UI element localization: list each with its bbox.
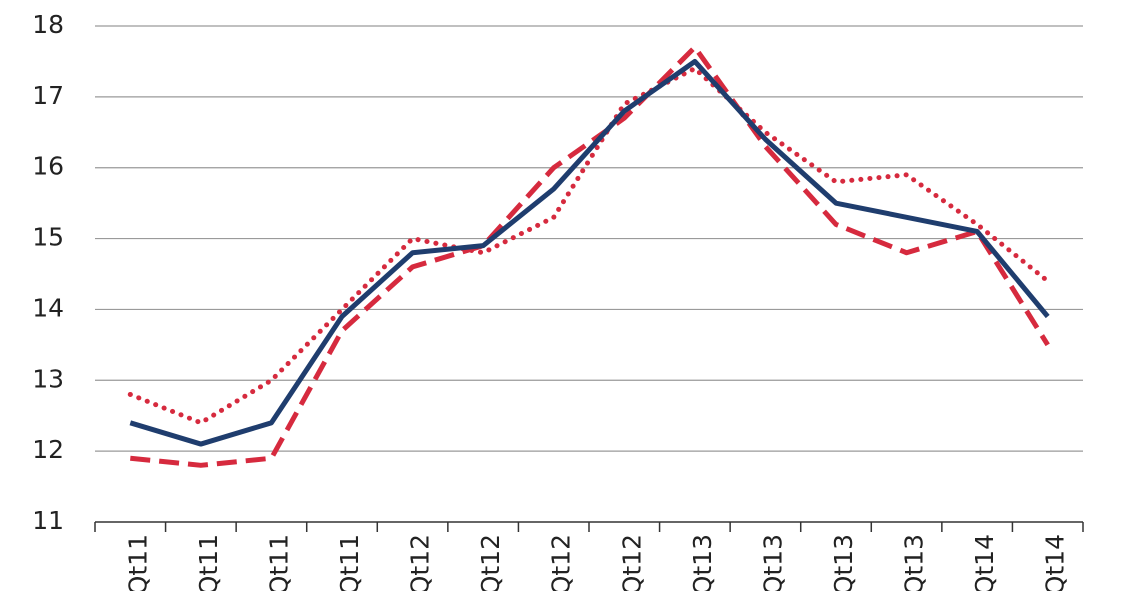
x-tick-label: 3Qt11 <box>264 534 293 591</box>
y-tick-label: 11 <box>32 506 64 535</box>
x-tick-label: 2Qt12 <box>476 534 505 591</box>
x-tick-label: 1Qt13 <box>688 534 717 591</box>
x-tick-label: 1Qt11 <box>123 534 152 591</box>
y-tick-label: 18 <box>32 10 64 39</box>
x-tick-label: 3Qt12 <box>547 534 576 591</box>
x-tick-label: 4Qt12 <box>617 534 646 591</box>
y-tick-label: 12 <box>32 435 64 464</box>
x-tick-label: 3Qt13 <box>829 534 858 591</box>
x-tick-label: 1Qt14 <box>970 534 999 591</box>
x-tick-label: 1Qt12 <box>406 534 435 591</box>
x-tick-label: 2Qt11 <box>194 534 223 591</box>
x-tick-label: 2Qt13 <box>758 534 787 591</box>
y-tick-label: 13 <box>32 364 64 393</box>
series-line <box>127 66 1051 426</box>
series-line <box>130 44 1050 468</box>
series-line <box>129 58 1050 447</box>
x-tick-label: 4Qt13 <box>900 534 929 591</box>
y-tick-label: 16 <box>32 152 64 181</box>
y-tick-label: 14 <box>32 293 64 322</box>
y-tick-label: 15 <box>32 223 64 252</box>
y-tick-label: 17 <box>32 81 64 110</box>
x-tick-label: 2Qt14 <box>1041 534 1070 591</box>
x-tick-label: 4Qt11 <box>335 534 364 591</box>
